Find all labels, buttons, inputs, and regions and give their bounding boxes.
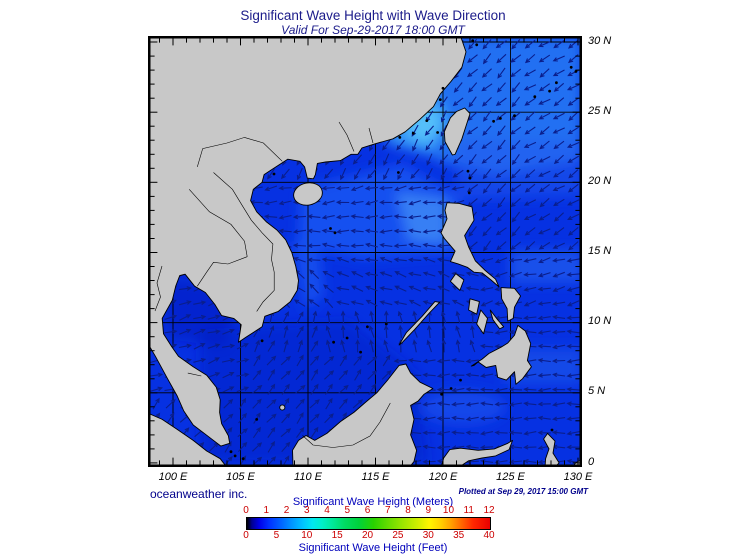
legend-meters-tick: 0 — [243, 505, 249, 516]
legend-meters-tick: 4 — [324, 505, 330, 516]
credit-text: oceanweather inc. — [150, 487, 248, 501]
legend-feet-tick: 30 — [422, 530, 434, 541]
legend-meters-title: Significant Wave Height (Meters) — [292, 496, 454, 508]
lat-axis-label: 5 N — [588, 385, 606, 397]
legend-feet-tick: 20 — [361, 530, 374, 541]
lon-axis-label: 115 E — [361, 471, 390, 483]
legend-meters-tick: 5 — [344, 505, 351, 516]
lon-axis-label: 130 E — [563, 471, 593, 483]
lon-axis-label: 125 E — [496, 471, 525, 483]
map-title: Significant Wave Height with Wave Direct… — [240, 8, 506, 23]
negros-island — [476, 309, 488, 335]
colorbar — [246, 517, 491, 530]
panay-island — [468, 298, 480, 315]
legend-feet-title: Significant Wave Height (Feet) — [298, 542, 448, 554]
sulawesi-island — [440, 439, 513, 467]
legend-feet-tick: 40 — [483, 530, 495, 541]
legend-feet-tick: 10 — [301, 530, 313, 541]
legend-feet-tick: 0 — [243, 530, 249, 541]
lon-axis-label: 105 E — [226, 471, 255, 483]
map-area — [148, 36, 582, 467]
mainland-asia — [148, 36, 467, 447]
legend-meters-ticks: 0 1 2 3 4 5 6 7 8 9 10 11 12 — [243, 505, 494, 516]
lat-axis-label: 10 N — [588, 315, 612, 327]
taiwan-island — [443, 107, 471, 156]
map-ticks — [150, 38, 580, 465]
borneo-island — [292, 363, 434, 467]
map-canvas — [148, 36, 582, 467]
lon-axis-label: 110 E — [294, 471, 322, 483]
legend-feet-tick: 15 — [331, 530, 343, 541]
samar-leyte-islands — [500, 287, 522, 322]
hainan-island — [293, 182, 323, 206]
lat-axis-label: 0 — [588, 456, 595, 468]
legend-feet-tick: 25 — [392, 530, 404, 541]
legend-feet-tick: 5 — [273, 530, 280, 541]
cebu-island — [489, 309, 505, 330]
mindanao-island — [470, 324, 532, 385]
legend-meters-tick: 11 — [463, 505, 474, 516]
lat-axis-label: 30 N — [588, 35, 612, 47]
natuna-island — [279, 404, 286, 411]
lon-axis-label: 120 E — [428, 471, 458, 483]
legend-feet-ticks: 0 5 10 15 20 25 30 35 40 — [243, 530, 494, 541]
legend-meters-tick: 6 — [364, 505, 371, 516]
legend-meters-tick: 9 — [425, 505, 432, 516]
lon-axis-label: 100 E — [158, 471, 188, 483]
map-frame — [148, 36, 582, 467]
legend-meters-tick: 10 — [442, 505, 455, 516]
lat-axis-label: 25 N — [588, 105, 612, 117]
sumatra-island — [148, 412, 228, 467]
small-islands — [229, 39, 578, 461]
country-borders — [154, 121, 391, 448]
mindoro-island — [449, 273, 465, 291]
legend-meters-tick: 3 — [303, 505, 310, 516]
legend-meters-tick: 7 — [384, 505, 391, 516]
legend-meters-tick: 1 — [263, 505, 270, 516]
legend-meters-tick: 12 — [483, 505, 495, 516]
lat-axis-label: 15 N — [588, 245, 612, 257]
legend-feet-tick: 35 — [453, 530, 465, 541]
valid-time-subtitle: Valid For Sep-29-2017 18:00 GMT — [281, 23, 465, 37]
luzon-island — [440, 202, 500, 288]
palawan-island — [398, 301, 441, 346]
land-layer — [148, 36, 582, 467]
plotted-timestamp: Plotted at Sep 29, 2017 15:00 GMT — [458, 487, 588, 496]
legend-meters-tick: 2 — [283, 505, 290, 516]
legend-meters-tick: 8 — [405, 505, 411, 516]
halmahera-island — [543, 432, 560, 467]
lat-axis-label: 20 N — [588, 175, 612, 187]
